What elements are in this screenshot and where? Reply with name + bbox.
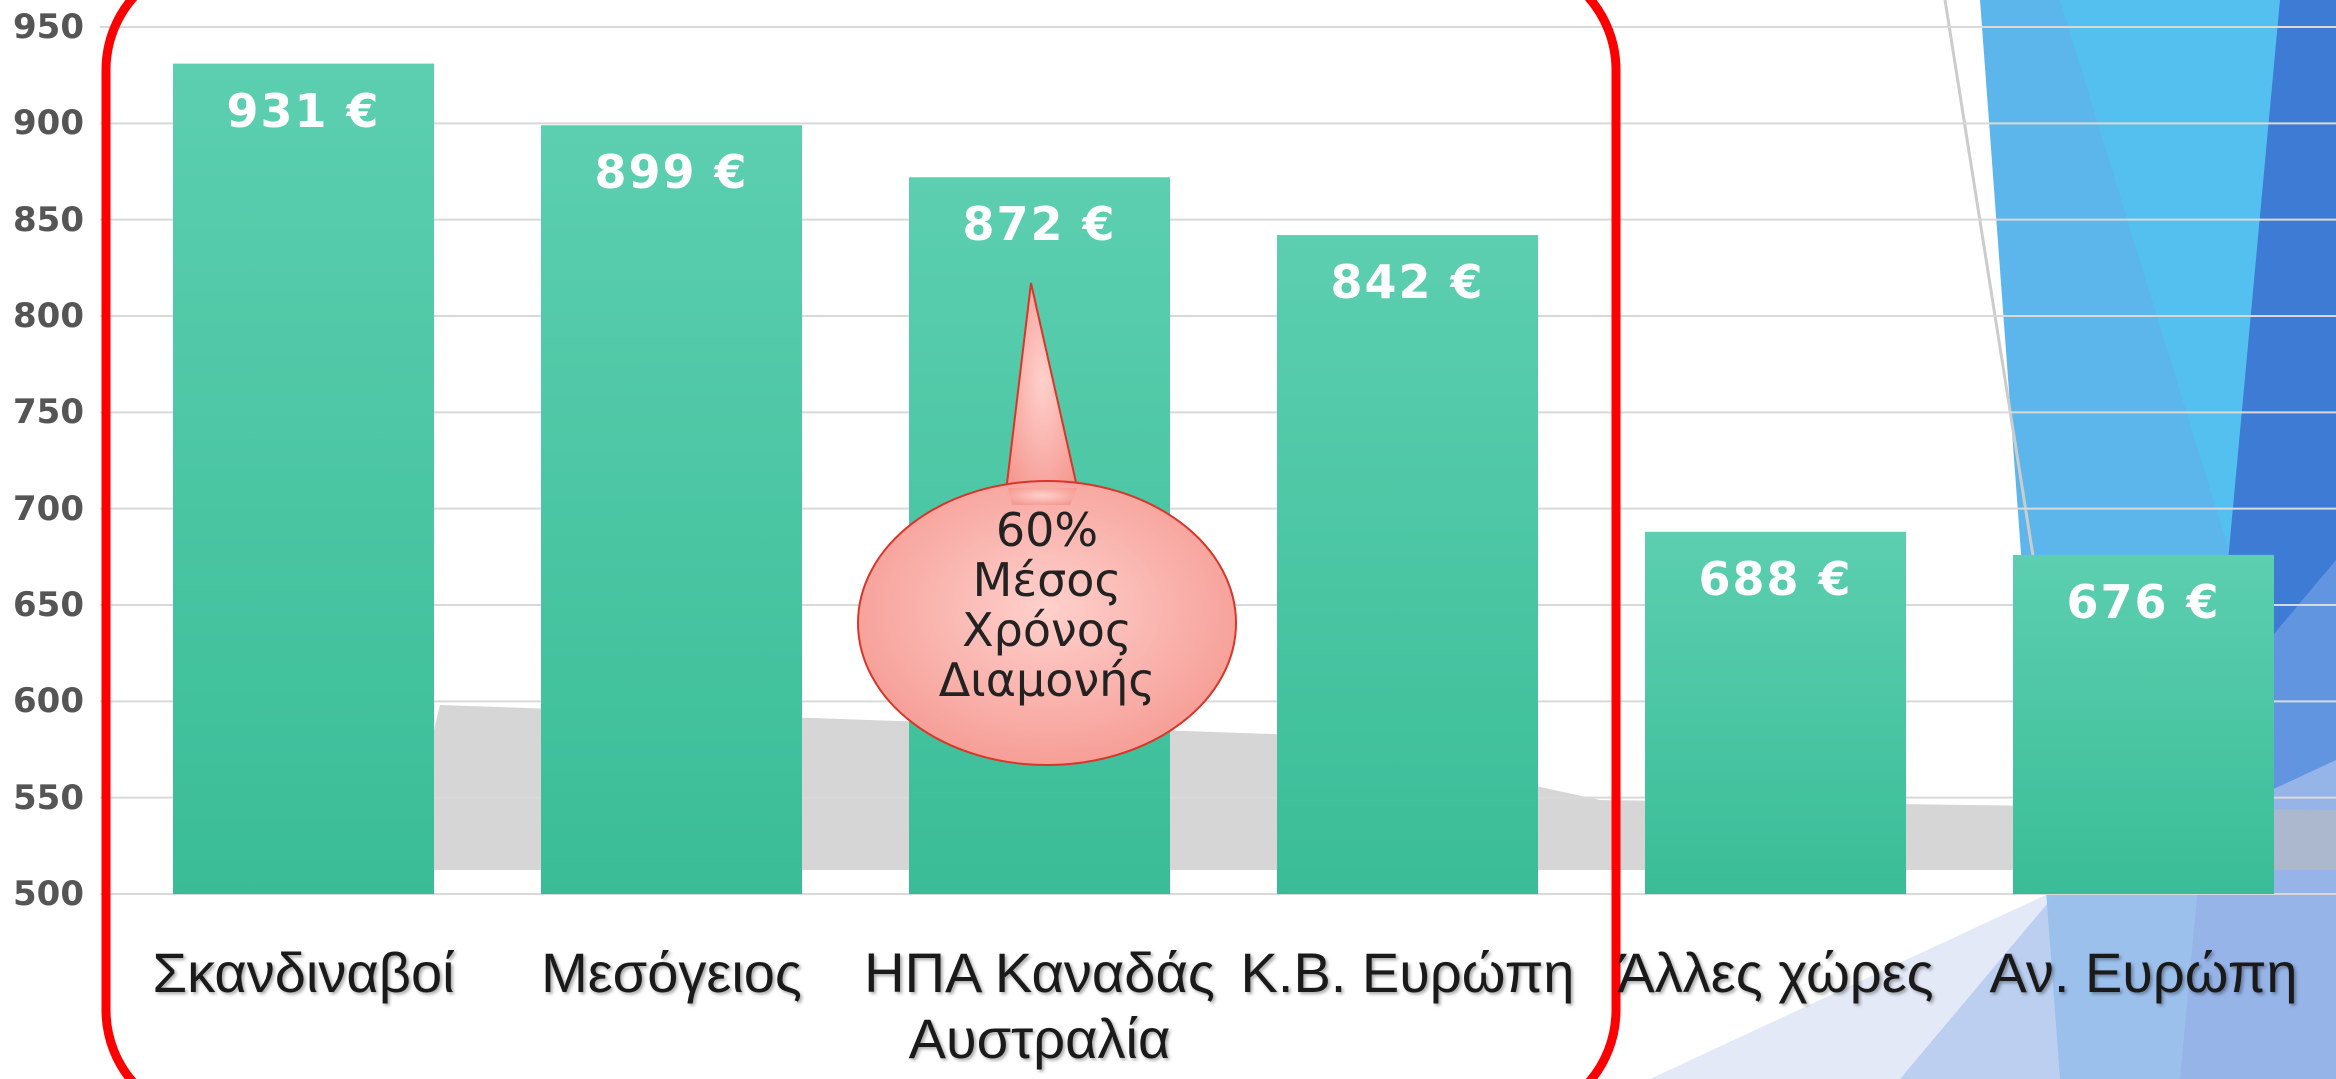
value-label: 688 €: [1698, 551, 1853, 606]
y-tick-label: 650: [13, 585, 84, 625]
x-tick-label: Μεσόγειος: [541, 941, 802, 1004]
y-tick-label: 900: [13, 103, 84, 144]
highlight-frame: [101, 0, 1621, 1079]
y-tick-label: 800: [13, 296, 84, 336]
y-tick-label: 500: [13, 874, 84, 914]
y-tick-label: 600: [13, 681, 84, 722]
y-tick-label: 750: [13, 392, 84, 433]
x-tick-label: Σκανδιναβοί: [152, 941, 455, 1004]
x-tick-label: Κ.Β. Ευρώπη: [1240, 941, 1575, 1004]
bar: [1645, 531, 1906, 894]
bar: [2013, 554, 2274, 894]
value-label: 842 €: [1330, 255, 1485, 310]
y-tick-label: 950: [13, 7, 84, 47]
bar: [173, 63, 434, 894]
value-label: 676 €: [2066, 574, 2221, 629]
bar: [1277, 235, 1538, 894]
callout: [857, 282, 1237, 766]
value-label: 872 €: [962, 197, 1117, 252]
value-label: 899 €: [594, 145, 749, 200]
value-label: 931 €: [226, 83, 381, 138]
y-tick-label: 850: [13, 199, 84, 240]
y-tick-label: 700: [13, 488, 84, 529]
bar: [541, 125, 802, 894]
annotation: 60% Μέσος Χρόνος Διαμονής: [938, 503, 1156, 707]
x-tick-label: Άλλες χώρες: [1617, 941, 1934, 1004]
x-tick-label: Αν. Ευρώπη: [1989, 941, 2298, 1004]
x-tick-label: ΗΠΑ Καναδάς Αυστραλία: [864, 941, 1215, 1070]
y-tick-label: 550: [13, 777, 84, 818]
